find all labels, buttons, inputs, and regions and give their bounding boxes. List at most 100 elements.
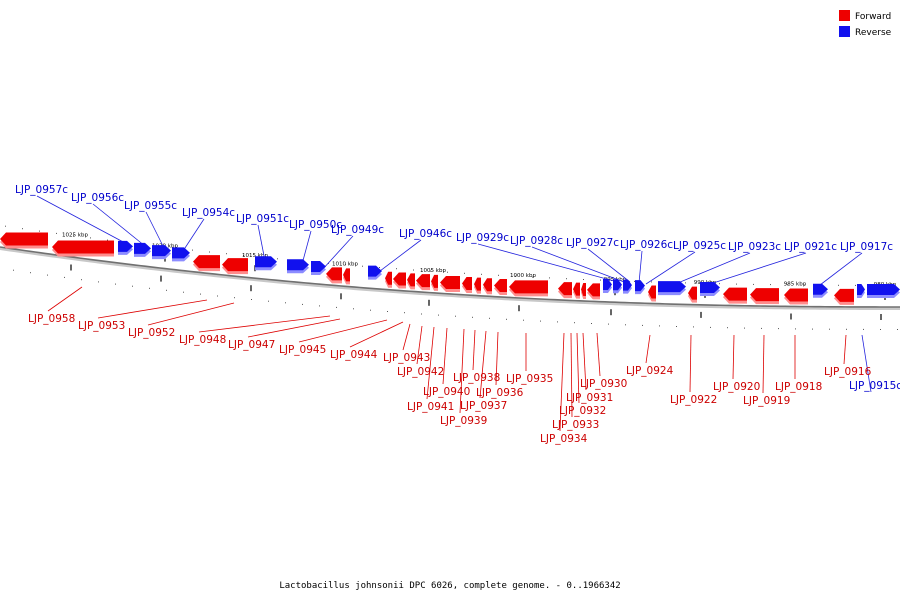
gene-arrow[interactable] [587,283,600,297]
gene-arrow[interactable] [222,258,248,272]
minor-tick-top [56,232,57,234]
gene-ljp_0930[interactable] [587,283,600,300]
gene-label: LJP_0957c [15,184,68,196]
gene-label: LJP_0938 [453,372,500,384]
gene-ljp_0941[interactable] [416,274,430,291]
gene-arrow[interactable] [407,273,415,287]
gene-arrow[interactable] [431,274,438,288]
gene-ljp_0956c[interactable] [134,242,151,257]
gene-arrow[interactable] [603,278,612,290]
legend: Forward Reverse [839,10,892,38]
gene-ljp_0949c[interactable] [311,261,326,276]
gene-ljp_0945[interactable] [343,268,350,285]
gene-ljp_0954c[interactable] [172,247,190,262]
gene-ljp_0940[interactable] [431,274,438,291]
gene-ljp_0920[interactable] [723,287,747,304]
gene-ljp_0918[interactable] [784,288,808,305]
gene-ljp_0919[interactable] [750,288,779,305]
gene-ljp_0937[interactable] [474,277,481,294]
gene-arrow[interactable] [326,267,342,281]
leader-line [645,334,651,364]
gene-arrow[interactable] [118,240,133,252]
gene-ljp_0939[interactable] [440,275,460,292]
gene-arrow[interactable] [172,247,190,259]
gene-ljp_0952[interactable] [193,255,220,272]
gene-arrow[interactable] [311,261,326,273]
gene-arrow[interactable] [867,283,900,295]
gene-arrow[interactable] [558,282,572,296]
gene-arrow[interactable] [700,282,720,294]
gene-arrow[interactable] [509,280,548,294]
gene-arrow[interactable] [152,245,171,257]
gene-ljp_0950c[interactable] [287,259,309,274]
gene-arrow[interactable] [750,288,779,302]
gene-arrow[interactable] [688,286,697,300]
gene-ljp_0926c[interactable] [635,280,645,295]
gene-arrow[interactable] [623,279,632,291]
gene-arrow[interactable] [368,265,382,277]
gene-arrow[interactable] [440,275,460,289]
gene-ljp_0948[interactable] [222,258,248,275]
gene-arrow[interactable] [613,279,622,291]
leader-line [375,239,422,275]
gene-arrow[interactable] [462,277,472,291]
gene-ljp_0916[interactable] [834,288,854,305]
gene-ljp_0925c[interactable] [658,281,686,296]
gene-label: LJP_0949c [331,224,384,236]
gene-ljp_0943[interactable] [393,272,406,289]
gene-ljp_0932[interactable] [573,282,580,299]
gene-arrow[interactable] [573,282,580,296]
minor-tick-bottom [574,322,575,324]
gene-arrow[interactable] [784,288,808,302]
gene-arrow[interactable] [494,278,507,292]
leader-line [298,319,388,343]
gene-ljp_0929c[interactable] [603,278,612,293]
gene-ljp_0951c[interactable] [255,256,277,271]
gene-arrow[interactable] [723,287,747,301]
gene-ljp_0958[interactable] [0,232,48,249]
gene-ljp_0922[interactable] [688,286,697,303]
gene-arrow[interactable] [416,274,430,288]
gene-ljp_0947[interactable] [326,267,342,284]
gene-ljp_0944[interactable] [385,271,392,288]
gene-arrow[interactable] [52,240,114,254]
gene-ljp_0927c[interactable] [623,279,632,294]
gene-ljp_0946c[interactable] [368,265,382,280]
gene-ljp_0915c[interactable] [867,283,900,298]
gene-ljp_0957c[interactable] [118,240,133,255]
leader-line [459,328,465,414]
gene-ljp_0931[interactable] [581,282,586,299]
gene-arrow[interactable] [635,280,645,292]
minor-tick-bottom [47,274,48,276]
gene-arrow[interactable] [0,232,48,246]
gene-ljp_0934[interactable] [509,280,548,297]
gene-arrow[interactable] [343,268,350,282]
gene-arrow[interactable] [134,242,151,254]
gene-ljp_0953[interactable] [52,240,114,257]
gene-arrow[interactable] [474,277,481,291]
gene-ljp_0942[interactable] [407,273,415,290]
gene-arrow[interactable] [193,255,220,269]
gene-arrow[interactable] [393,272,406,286]
gene-ljp_0938[interactable] [462,277,472,294]
gene-arrow[interactable] [255,256,277,268]
gene-arrow[interactable] [648,285,656,299]
gene-arrow[interactable] [581,282,586,296]
gene-arrow[interactable] [813,283,828,295]
genome-caption: Lactobacillus johnsonii DPC 6026, comple… [279,581,620,591]
gene-arrow[interactable] [834,288,854,302]
gene-ljp_0933[interactable] [558,282,572,299]
gene-arrow[interactable] [287,259,309,271]
gene-ljp_0924[interactable] [648,285,656,302]
gene-arrow[interactable] [658,281,686,293]
gene-arrow[interactable] [385,271,392,285]
gene-ljp_0921c[interactable] [813,283,828,298]
gene-ljp_0936[interactable] [483,278,492,295]
gene-ljp_0935[interactable] [494,278,507,295]
gene-ljp_0928c[interactable] [613,279,622,294]
gene-ljp_0917c[interactable] [857,283,865,298]
gene-arrow[interactable] [857,283,865,295]
gene-ljp_0955c[interactable] [152,245,171,260]
gene-ljp_0923c[interactable] [700,282,720,297]
gene-arrow[interactable] [483,278,492,292]
